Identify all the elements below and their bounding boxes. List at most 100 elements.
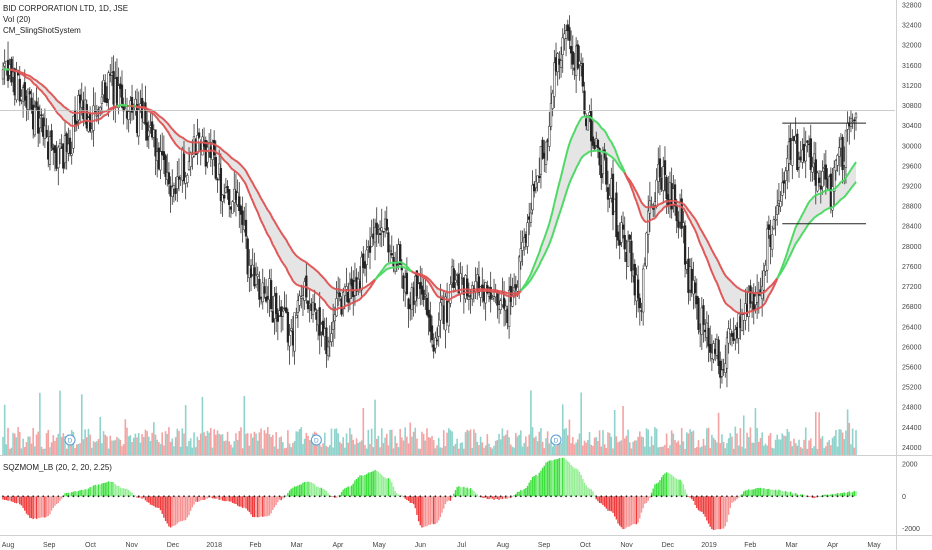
volume-bar bbox=[129, 435, 132, 455]
momentum-bar bbox=[660, 477, 663, 497]
squeeze-dot bbox=[369, 495, 371, 498]
ema-fast-segment bbox=[728, 304, 731, 308]
ema-fast-segment bbox=[682, 207, 686, 212]
volume-bar bbox=[501, 428, 504, 455]
price-tick-label: 27600 bbox=[902, 264, 922, 271]
momentum-bar bbox=[602, 496, 604, 505]
ema-fast-segment bbox=[516, 292, 520, 296]
time-tick-label: Jul bbox=[457, 542, 466, 549]
price-tick-label: 29600 bbox=[902, 163, 922, 170]
candle-body bbox=[368, 245, 372, 253]
candle-body bbox=[117, 85, 120, 109]
momentum-bar bbox=[444, 496, 447, 505]
ema-fast-segment bbox=[726, 303, 730, 307]
momentum-bar bbox=[722, 496, 725, 529]
ema-fast-segment bbox=[615, 152, 619, 158]
ema-fast-segment bbox=[545, 228, 549, 234]
momentum-bar bbox=[189, 496, 192, 511]
volume-bar bbox=[682, 441, 685, 455]
ema-fast-segment bbox=[276, 254, 281, 258]
candle-body bbox=[762, 270, 765, 291]
ema-fast-segment bbox=[620, 164, 624, 169]
volume-bar bbox=[228, 441, 231, 455]
volume-bar bbox=[278, 437, 281, 455]
volume-bar bbox=[528, 434, 531, 455]
momentum-bar bbox=[810, 496, 812, 497]
volume-bar bbox=[144, 429, 147, 455]
candle-body bbox=[264, 296, 268, 302]
volume-bar bbox=[809, 438, 812, 455]
candle-body bbox=[571, 51, 574, 65]
volume-bar bbox=[555, 446, 557, 455]
ema-slow-segment bbox=[419, 273, 423, 276]
ema-slow-segment bbox=[796, 238, 800, 242]
ema-fast-segment bbox=[273, 247, 278, 252]
momentum-bar bbox=[406, 496, 408, 500]
ema-slow-segment bbox=[99, 111, 103, 115]
candle-body bbox=[30, 97, 33, 110]
ema-fast-segment bbox=[651, 218, 654, 221]
momentum-bar bbox=[647, 496, 649, 501]
ema-slow-segment bbox=[32, 77, 36, 81]
ema-fast-segment bbox=[524, 279, 529, 284]
ema-slow-segment bbox=[738, 287, 741, 291]
volume-bar bbox=[307, 435, 309, 455]
ema-slow-segment bbox=[784, 260, 789, 266]
candle-body bbox=[174, 188, 177, 194]
volume-bar bbox=[85, 437, 88, 455]
momentum-bar bbox=[322, 489, 324, 497]
squeeze-dot bbox=[47, 495, 50, 498]
momentum-bar bbox=[558, 458, 561, 497]
ema-fast-segment bbox=[140, 106, 143, 109]
ema-fast-segment bbox=[649, 218, 653, 222]
momentum-bar bbox=[436, 496, 438, 523]
momentum-bar bbox=[24, 496, 26, 511]
momentum-bar bbox=[124, 488, 127, 497]
momentum-bar bbox=[429, 496, 432, 525]
volume-bar bbox=[712, 437, 715, 455]
ema-fast-segment bbox=[794, 223, 799, 228]
volume-bar bbox=[538, 431, 541, 455]
momentum-bar bbox=[672, 476, 675, 497]
momentum-bar bbox=[466, 487, 468, 497]
volume-bar bbox=[855, 430, 857, 455]
momentum-bar bbox=[117, 485, 120, 497]
ema-slow-segment bbox=[533, 270, 537, 275]
momentum-bar bbox=[49, 496, 51, 515]
volume-bar bbox=[47, 429, 50, 455]
volume-bar bbox=[210, 427, 212, 455]
ema-fast-segment bbox=[197, 150, 200, 153]
volume-bar bbox=[830, 445, 832, 455]
momentum-bar bbox=[759, 487, 762, 497]
momentum-bar bbox=[191, 496, 194, 508]
ema-fast-segment bbox=[309, 288, 312, 291]
ema-slow-segment bbox=[60, 103, 65, 107]
ema-slow-segment bbox=[30, 76, 34, 80]
ema-slow-segment bbox=[719, 265, 723, 270]
ema-slow-segment bbox=[276, 226, 281, 231]
time-tick-label: Oct bbox=[85, 542, 96, 549]
ema-fast-segment bbox=[721, 295, 725, 300]
ema-fast-segment bbox=[729, 306, 733, 310]
volume-bar bbox=[82, 439, 85, 455]
momentum-bar bbox=[357, 477, 359, 497]
momentum-bar bbox=[144, 496, 147, 501]
ema-fast-segment bbox=[419, 274, 423, 278]
candle-body bbox=[286, 312, 290, 343]
momentum-bar bbox=[355, 479, 358, 497]
volume-bar bbox=[334, 428, 336, 455]
candle-body bbox=[290, 327, 293, 331]
ema-slow-segment bbox=[657, 203, 661, 206]
squeeze-dot bbox=[575, 495, 578, 498]
ema-fast-segment bbox=[57, 113, 61, 117]
ema-fast-segment bbox=[840, 180, 843, 183]
candle-body bbox=[388, 250, 392, 252]
volume-bar bbox=[568, 419, 571, 455]
ema-slow-segment bbox=[692, 216, 696, 220]
squeeze-dot bbox=[107, 495, 110, 498]
volume-bar bbox=[513, 447, 515, 455]
ema-slow-segment bbox=[253, 185, 257, 190]
volume-bar bbox=[431, 436, 433, 455]
momentum-bar bbox=[828, 494, 830, 497]
ema-fast-segment bbox=[116, 104, 120, 108]
